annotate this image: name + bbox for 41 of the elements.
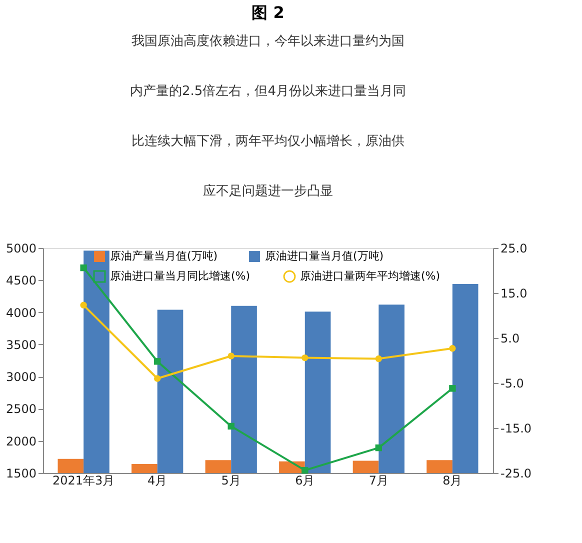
- y-tick-label: 4500: [6, 274, 36, 288]
- y2-tick-label: 25.0: [500, 242, 528, 256]
- y2-tick-label: -5.0: [500, 376, 524, 390]
- point: [80, 264, 87, 272]
- point: [80, 302, 87, 308]
- point: [302, 466, 308, 474]
- y-tick-label: 3000: [6, 370, 36, 384]
- point: [375, 355, 382, 362]
- point: [154, 375, 161, 382]
- point: [375, 444, 382, 452]
- y2-tick-label: -15.0: [500, 422, 532, 436]
- point: [228, 422, 234, 430]
- chart-title: 图 2: [252, 3, 284, 22]
- x-tick-label: 7月: [368, 474, 388, 488]
- legend-label: 原油进口量当月同比增速(%): [110, 270, 250, 283]
- text: 比连续大幅下滑，两年平均仅小幅增长，原油供: [132, 134, 404, 149]
- y-tick-label: 3500: [6, 338, 36, 352]
- point: [449, 385, 456, 392]
- legend-label: 原油进口量当月值(万吨): [265, 250, 384, 263]
- text: 应不足问题进一步凸显: [203, 184, 333, 199]
- x-tick-label: 8月: [442, 474, 462, 488]
- text: 内产量的2.5倍左右，但4月份以来进口量当月同: [130, 84, 406, 99]
- point: [154, 358, 161, 365]
- x-tick-label: 4月: [148, 474, 168, 488]
- x-tick-label: 2021年3月: [52, 474, 115, 488]
- point: [449, 345, 456, 352]
- y2-tick-label: 15.0: [500, 286, 528, 300]
- y-tick-label: 2000: [6, 434, 36, 448]
- point: [302, 354, 308, 362]
- point: [228, 352, 234, 360]
- y2-tick-label: 5.0: [500, 332, 520, 346]
- y-tick-label: 4000: [6, 306, 36, 320]
- y-tick-label: 5000: [6, 242, 36, 256]
- x-tick-label: 6月: [295, 474, 315, 488]
- y-tick-label: 2500: [6, 402, 36, 416]
- text: 我国原油高度依赖进口，今年以来进口量约为国: [132, 34, 404, 49]
- legend-label: 原油进口量两年平均增速(%): [300, 270, 440, 283]
- y2-tick-label: -25.0: [500, 466, 532, 480]
- legend-label: 原油产量当月值(万吨): [110, 250, 218, 263]
- y-tick-label: 1500: [6, 466, 36, 480]
- x-tick-label: 5月: [221, 474, 241, 488]
